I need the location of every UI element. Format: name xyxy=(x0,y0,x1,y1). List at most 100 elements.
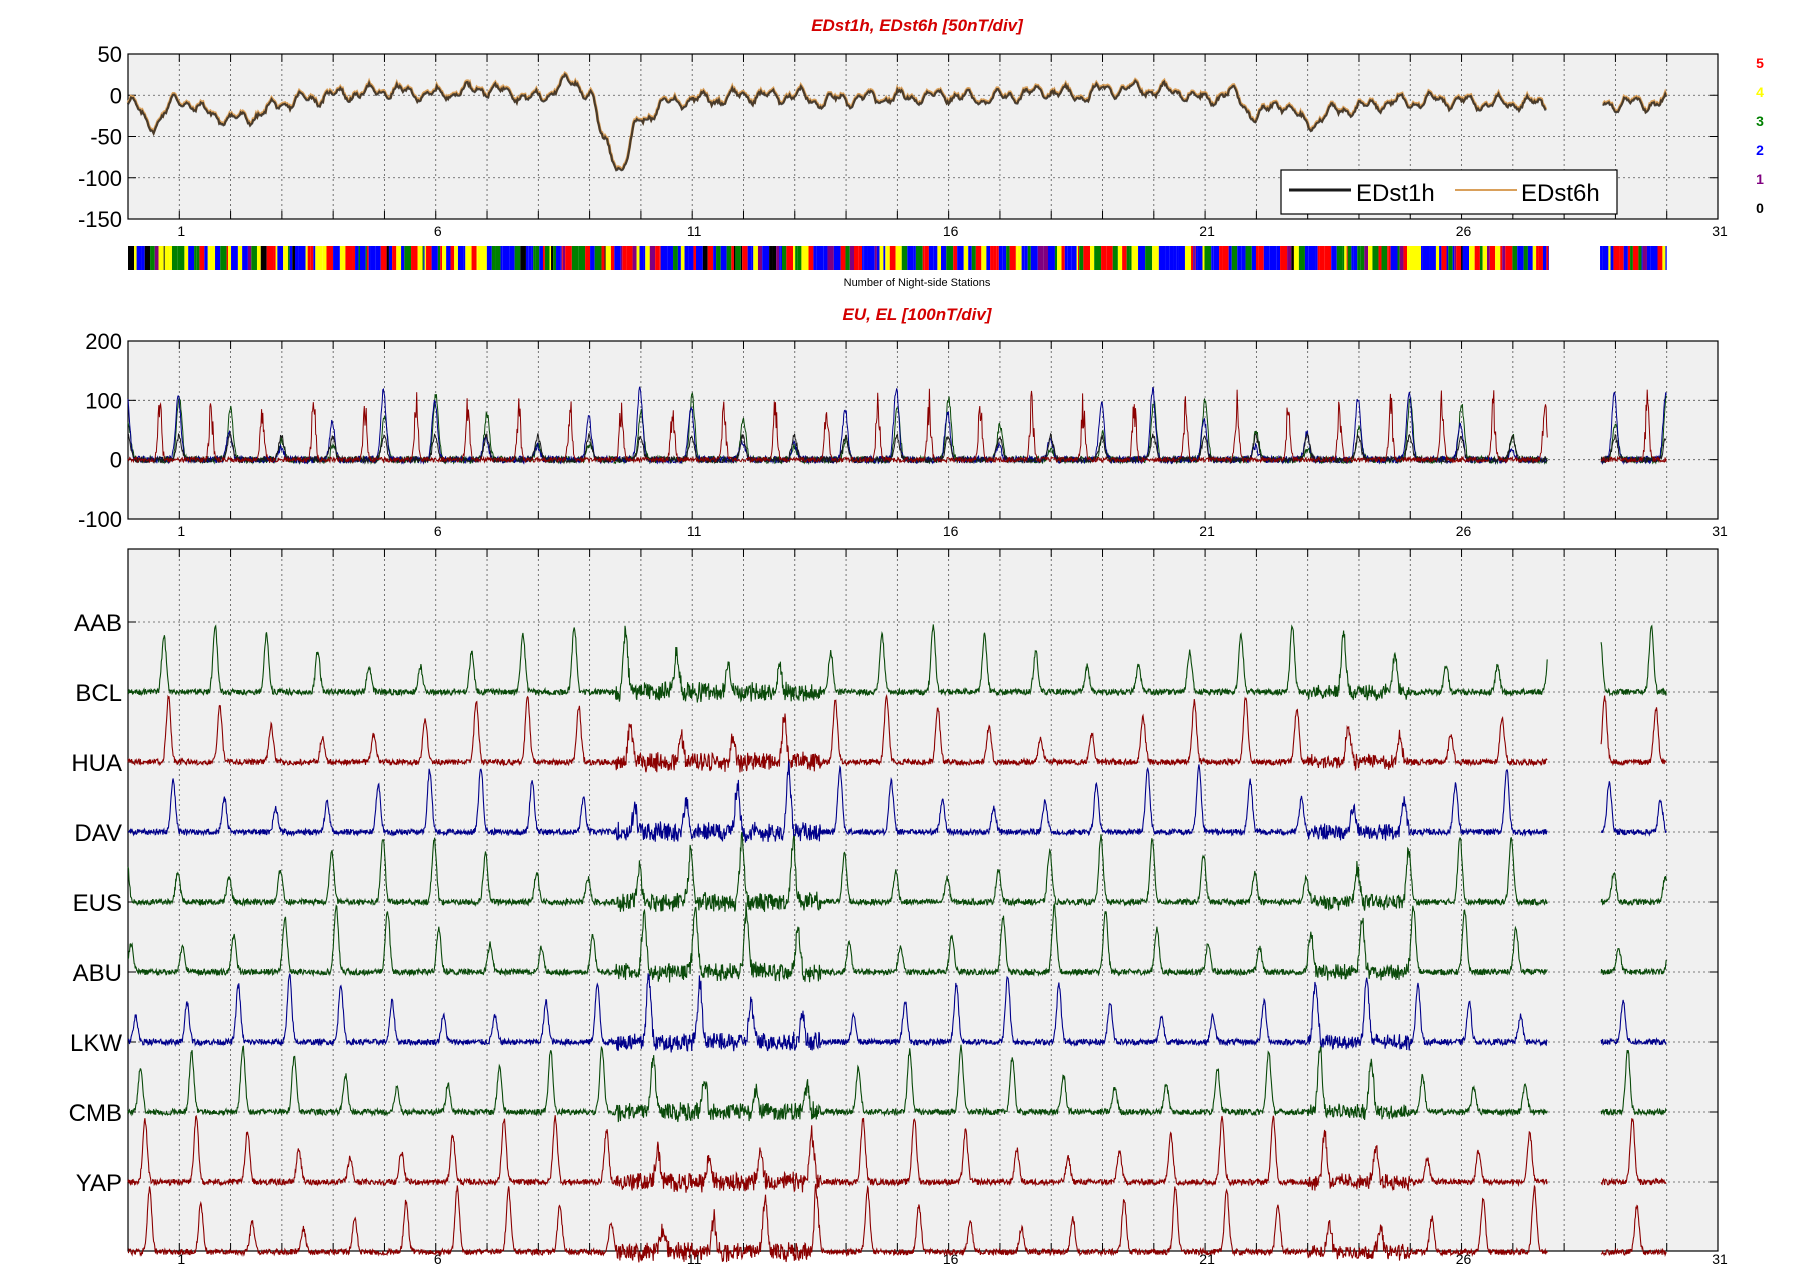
x-tick-label: 1 xyxy=(177,1251,185,1267)
strip-cell xyxy=(199,246,205,270)
strip-cell xyxy=(858,246,863,270)
strip-cell xyxy=(1665,246,1667,270)
strip-cell xyxy=(355,246,359,270)
strip-cell xyxy=(1462,246,1470,270)
x-tick-label: 11 xyxy=(687,223,702,239)
strip-cell xyxy=(604,246,606,270)
strip-cell xyxy=(1542,246,1547,270)
strip-cell xyxy=(313,246,316,270)
strip-cell xyxy=(1613,246,1620,270)
x-tick-label: 26 xyxy=(1456,1251,1472,1267)
strip-cell xyxy=(957,246,964,270)
strip-cell xyxy=(963,246,969,270)
strip-cell xyxy=(1642,246,1647,270)
strip-cell xyxy=(1287,246,1292,270)
strip-cell xyxy=(1176,246,1179,270)
y-tick-label: -50 xyxy=(90,125,122,150)
strip-cell xyxy=(1054,246,1058,270)
strip-cell xyxy=(1409,246,1415,270)
strip-cell xyxy=(1304,246,1309,270)
y-tick-label: -100 xyxy=(78,166,122,191)
strip-cell xyxy=(1129,246,1132,270)
strip-cell xyxy=(632,246,637,270)
strip-cell xyxy=(895,246,902,270)
y-tick-label: 200 xyxy=(85,329,122,354)
strip-cell xyxy=(659,246,661,270)
strip-cell xyxy=(605,246,611,270)
station-trace xyxy=(1600,695,1667,767)
strip-cell xyxy=(305,246,308,270)
strip-cell xyxy=(1415,246,1422,270)
y-tick-label: 0 xyxy=(110,83,122,108)
strip-cell xyxy=(1454,246,1457,270)
strip-cell xyxy=(680,246,685,270)
strip-cell xyxy=(533,246,536,270)
strip-cell xyxy=(1064,246,1068,270)
strip-cell xyxy=(1602,246,1609,270)
strip-cell xyxy=(266,246,274,270)
strip-cell xyxy=(1169,246,1174,270)
strip-cell xyxy=(998,246,1003,270)
strip-cell xyxy=(1298,246,1305,270)
dst-panel-title: EDst1h, EDst6h [50nT/div] xyxy=(811,16,1024,35)
strip-cell xyxy=(1228,246,1232,270)
strip-cell xyxy=(283,246,289,270)
strip-cell xyxy=(696,246,703,270)
strip-cell xyxy=(275,246,278,270)
strip-cell xyxy=(1021,246,1025,270)
strip-cell xyxy=(1608,246,1611,270)
strip-cell xyxy=(446,246,451,270)
strip-cell xyxy=(1381,246,1388,270)
strip-cell xyxy=(454,246,458,270)
strip-cell xyxy=(849,246,854,270)
strip-cell xyxy=(242,246,248,270)
strip-cell xyxy=(1106,246,1113,270)
strip-cell xyxy=(716,246,721,270)
x-tick-label: 21 xyxy=(1199,223,1215,239)
station-trace xyxy=(1600,781,1667,837)
strip-cell xyxy=(535,246,540,270)
strip-cell xyxy=(220,246,227,270)
strip-cell xyxy=(883,246,886,270)
strip-cell xyxy=(1632,246,1639,270)
strip-cell xyxy=(358,246,360,270)
strip-cell xyxy=(1078,246,1080,270)
strip-cell xyxy=(298,246,306,270)
strip-cell xyxy=(463,246,466,270)
strip-cell xyxy=(457,246,464,270)
strip-cell xyxy=(431,246,438,270)
strip-cell xyxy=(1145,246,1153,270)
strip-cell xyxy=(968,246,972,270)
strip-cell xyxy=(645,246,650,270)
strip-cell xyxy=(1122,246,1127,270)
station-count-label: 5 xyxy=(1756,55,1764,71)
strip-cell xyxy=(465,246,472,270)
strip-cell xyxy=(1219,246,1223,270)
strip-cell xyxy=(867,246,875,270)
x-tick-label: 16 xyxy=(943,223,959,239)
strip-cell xyxy=(226,246,229,270)
strip-cell xyxy=(370,246,376,270)
strip-cell xyxy=(237,246,243,270)
strip-cell xyxy=(1505,246,1513,270)
strip-cell xyxy=(375,246,381,270)
strip-cell xyxy=(150,246,155,270)
strip-label: Number of Night-side Stations xyxy=(844,277,991,289)
strip-cell xyxy=(1197,246,1203,270)
strip-cell xyxy=(1388,246,1391,270)
strip-cell xyxy=(713,246,717,270)
night-side-strip xyxy=(128,246,1667,270)
strip-cell xyxy=(879,246,884,270)
strip-cell xyxy=(1083,246,1091,270)
strip-cell xyxy=(649,246,656,270)
strip-cell xyxy=(1446,246,1449,270)
strip-cell xyxy=(1015,246,1018,270)
station-trace xyxy=(1600,871,1667,907)
strip-cell xyxy=(1258,246,1264,270)
strip-cell xyxy=(971,246,976,270)
strip-cell xyxy=(813,246,817,270)
strip-cell xyxy=(1079,246,1084,270)
strip-cell xyxy=(345,246,353,270)
